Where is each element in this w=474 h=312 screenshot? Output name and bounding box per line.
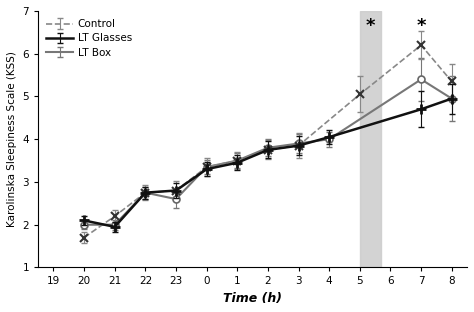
X-axis label: Time (h): Time (h): [223, 292, 282, 305]
Text: *: *: [366, 17, 375, 35]
Y-axis label: Karolinska Sleepiness Scale (KSS): Karolinska Sleepiness Scale (KSS): [7, 51, 17, 227]
Legend: Control, LT Glasses, LT Box: Control, LT Glasses, LT Box: [43, 16, 135, 61]
Bar: [360, 11, 381, 267]
Text: *: *: [416, 17, 426, 35]
